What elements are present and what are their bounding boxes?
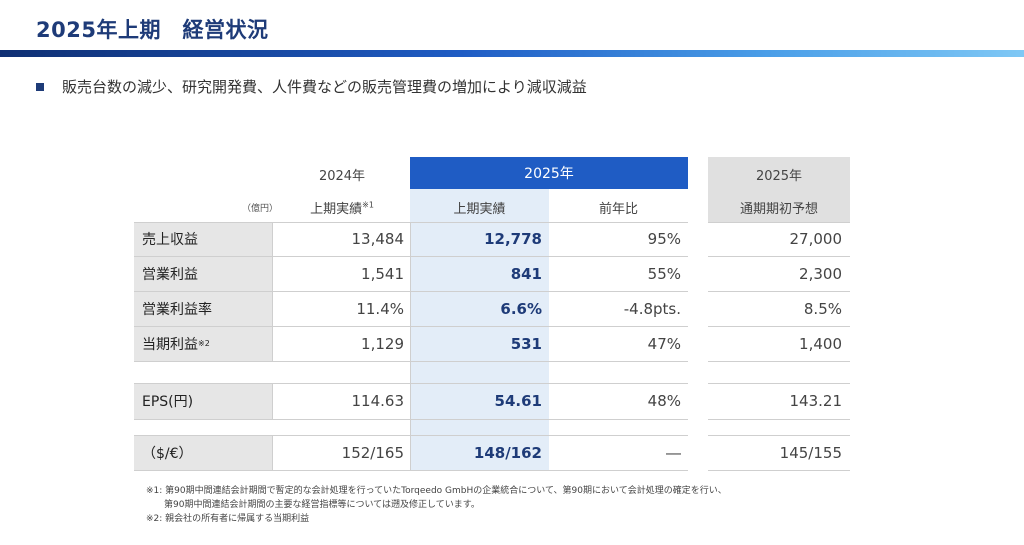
page-title: 2025年上期 経営状況	[36, 18, 269, 42]
row-label-fx-rate: （$/€）	[142, 445, 193, 462]
row-divider	[134, 326, 688, 327]
footnote-1-cont: 第90期中間連結会計期間の主要な経営指標等については遡及修正しています。	[146, 500, 480, 510]
value-yoy-eps: 48%	[647, 392, 681, 410]
value-2024-net-income: 1,129	[361, 334, 404, 353]
subheader-2025: 上期実績	[453, 202, 506, 217]
bullet-square-icon	[36, 82, 44, 91]
value-forecast-net-income: 1,400	[799, 334, 842, 353]
row-label-eps: EPS(円)	[142, 394, 194, 410]
row-label-net-income-text: 当期利益	[142, 336, 198, 353]
row-divider	[134, 361, 688, 362]
row-divider	[134, 470, 688, 471]
value-2025-revenue: 12,778	[484, 230, 542, 248]
row-divider	[708, 291, 850, 292]
value-2024-revenue: 13,484	[351, 230, 405, 248]
value-yoy-net-income: 47%	[647, 334, 681, 353]
summary-text: 販売台数の減少、研究開発費、人件費などの販売管理費の増加により減収減益	[62, 78, 587, 96]
label-column-bg-eps	[134, 383, 272, 419]
row-divider	[134, 419, 688, 420]
row-divider	[708, 470, 850, 471]
value-2025-fx-rate: 148/162	[473, 443, 542, 462]
value-2025-operating-margin: 6.6%	[500, 299, 542, 318]
row-divider	[708, 326, 850, 327]
value-forecast-operating-margin: 8.5%	[803, 299, 842, 318]
value-yoy-operating-profit: 55%	[647, 264, 681, 283]
row-divider	[708, 435, 850, 436]
subheader-2024: 上期実績※1	[274, 198, 410, 217]
value-2024-eps: 114.63	[351, 392, 405, 410]
value-forecast-revenue: 27,000	[789, 230, 843, 248]
row-divider	[708, 222, 850, 223]
highlight-column-2025	[410, 189, 549, 471]
footnote-2: ※2: 親会社の所有者に帰属する当期利益	[146, 514, 310, 524]
value-2024-fx-rate: 152/165	[341, 443, 404, 462]
row-divider	[134, 256, 688, 257]
row-label-operating-profit: 営業利益	[142, 266, 198, 283]
value-2024-operating-profit: 1,541	[361, 264, 404, 283]
column-divider	[272, 222, 273, 361]
row-divider	[708, 256, 850, 257]
value-forecast-fx-rate: 145/155	[779, 443, 842, 462]
value-yoy-operating-margin: -4.8pts.	[623, 299, 681, 318]
subheader-2024-note: ※1	[362, 200, 374, 210]
subheader-yoy: 前年比	[598, 202, 638, 217]
summary-bullet: 販売台数の減少、研究開発費、人件費などの販売管理費の増加により減収減益	[36, 76, 587, 97]
row-divider	[708, 419, 850, 420]
subheader-2024-label: 上期実績	[310, 202, 363, 217]
value-2024-operating-margin: 11.4%	[356, 299, 404, 318]
row-label-operating-margin: 営業利益率	[142, 301, 212, 318]
value-2025-eps: 54.61	[494, 392, 542, 410]
value-2025-net-income: 531	[510, 334, 542, 353]
subheader-forecast: 通期期初予想	[739, 202, 818, 217]
row-divider	[134, 435, 688, 436]
footnotes: ※1: 第90期中間連結会計期間で暫定的な会計処理を行っていたTorqeedo …	[146, 484, 727, 526]
header-forecast-year: 2025年	[755, 169, 803, 184]
label-column-bg-fx	[134, 435, 272, 471]
results-table: 2024年 2025年 2025年 （億円） 上期実績※1 上期実績 前年比 通…	[134, 157, 850, 471]
forecast-header-bg	[708, 157, 850, 222]
column-divider	[272, 435, 273, 471]
column-divider	[410, 222, 411, 471]
row-label-net-income: 当期利益 ※2	[142, 326, 210, 361]
unit-label: （億円）	[242, 204, 279, 214]
value-yoy-revenue: 95%	[647, 230, 681, 248]
row-divider	[134, 291, 688, 292]
column-divider	[272, 383, 273, 419]
row-label-revenue: 売上収益	[142, 232, 198, 248]
value-yoy-fx-rate: ―	[666, 443, 681, 462]
row-divider	[708, 383, 850, 384]
footnote-1: ※1: 第90期中間連結会計期間で暫定的な会計処理を行っていたTorqeedo …	[146, 486, 727, 496]
row-label-net-income-note: ※2	[198, 339, 210, 348]
row-divider	[134, 383, 688, 384]
value-2025-operating-profit: 841	[510, 264, 542, 283]
row-divider	[708, 361, 850, 362]
header-2025: 2025年	[410, 157, 688, 189]
value-forecast-operating-profit: 2,300	[799, 264, 842, 283]
header-2024: 2024年	[318, 169, 366, 184]
title-underline-bar	[0, 50, 1024, 57]
value-forecast-eps: 143.21	[789, 392, 843, 410]
row-divider	[134, 222, 688, 223]
